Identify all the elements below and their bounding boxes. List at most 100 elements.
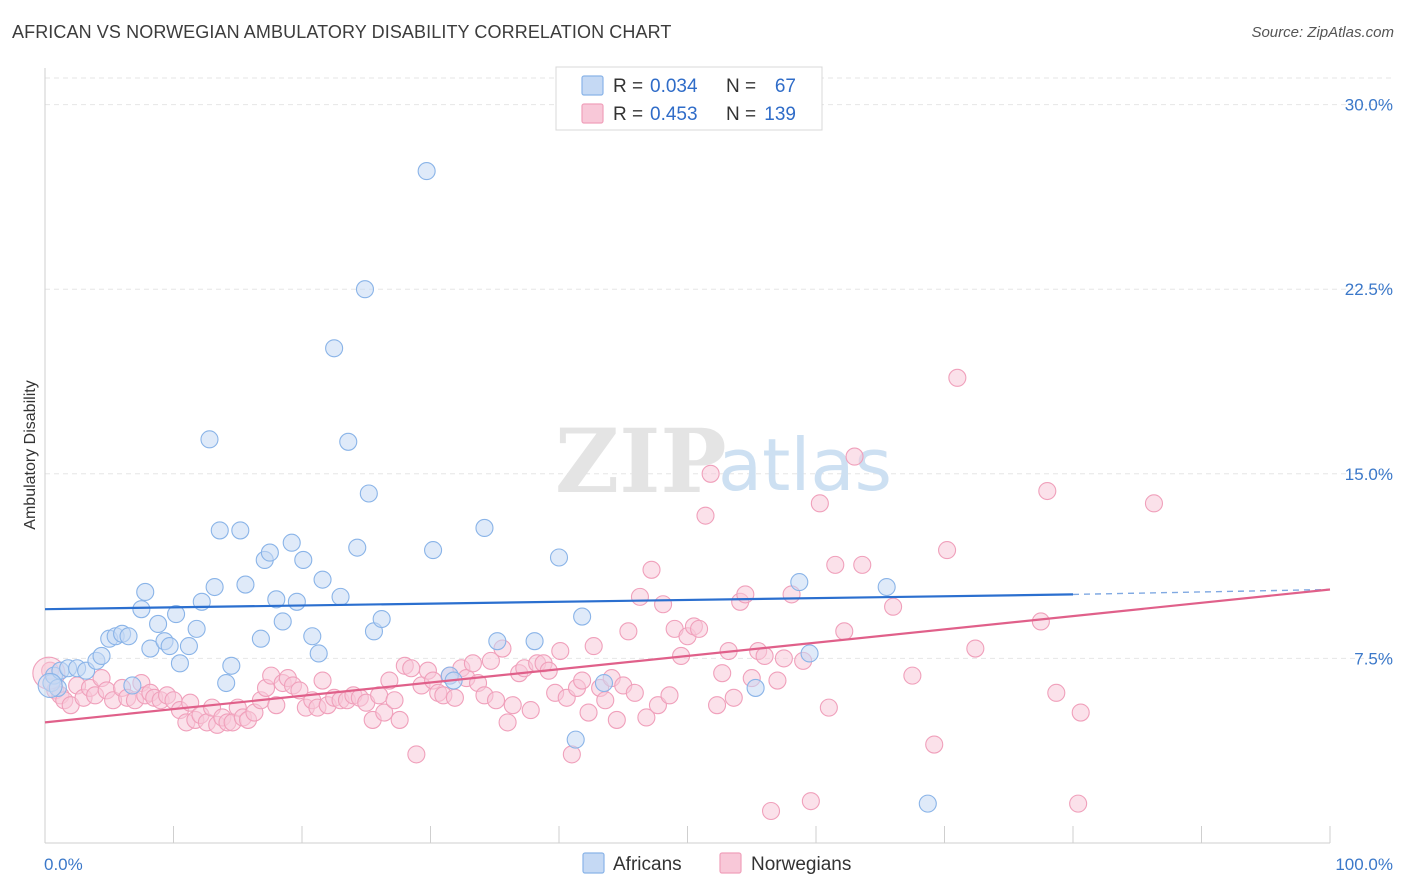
norwegians-point xyxy=(648,696,667,715)
norwegians-point xyxy=(498,713,517,732)
norwegians-point xyxy=(390,710,409,729)
legend-n-label-1: N = xyxy=(726,76,756,97)
africans-point xyxy=(187,619,206,638)
africans-point xyxy=(294,550,313,570)
norwegians-point xyxy=(596,691,615,710)
africans-trend-line xyxy=(44,593,1074,611)
africans-point xyxy=(132,600,151,619)
africans-point xyxy=(251,629,270,648)
x-tick-label-min: 0.0% xyxy=(44,855,83,874)
norwegians-point xyxy=(810,494,829,513)
norwegians-point xyxy=(407,745,426,764)
norwegians-point xyxy=(966,639,985,658)
africans-point xyxy=(167,605,186,624)
y-tick-label: 15.0% xyxy=(1345,465,1393,484)
norwegians-point xyxy=(701,464,720,483)
africans-point xyxy=(170,654,189,673)
norwegians-point xyxy=(573,671,592,690)
norwegians-point xyxy=(884,597,903,616)
africans-point xyxy=(594,673,614,693)
legend-n-value-1: 67 xyxy=(775,76,796,97)
africans-point xyxy=(355,280,375,299)
norwegians-point xyxy=(1069,794,1088,813)
norwegians-point xyxy=(654,595,673,614)
norwegians-point xyxy=(402,659,421,678)
norwegians-point xyxy=(835,622,854,641)
africans-point xyxy=(260,543,279,562)
x-ticks xyxy=(44,826,1331,843)
africans-point xyxy=(348,538,367,557)
norwegians-point xyxy=(619,622,638,641)
africans-points xyxy=(37,162,937,813)
africans-point xyxy=(210,521,229,540)
bottom-legend-label-norwegians: Norwegians xyxy=(751,854,851,875)
x-tick-label-max: 100.0% xyxy=(1335,855,1393,874)
norwegians-point xyxy=(1038,481,1057,501)
norwegians-point xyxy=(1047,683,1066,702)
africans-point xyxy=(222,656,241,675)
africans-point xyxy=(325,339,344,358)
africans-point xyxy=(475,518,494,538)
norwegians-point xyxy=(521,701,540,720)
africans-point xyxy=(160,637,179,656)
africans-point xyxy=(309,644,328,663)
watermark-zip: ZIP xyxy=(555,409,727,513)
africans-point xyxy=(488,632,507,651)
africans-point xyxy=(179,637,198,656)
trend-lines xyxy=(44,588,1331,724)
y-axis-title: Ambulatory Disability xyxy=(22,380,39,529)
norwegians-point xyxy=(736,585,755,604)
y-tick-label: 30.0% xyxy=(1345,96,1393,115)
africans-point xyxy=(303,627,322,646)
gridlines xyxy=(45,77,1393,659)
watermark: ZIP atlas xyxy=(555,409,892,513)
norwegians-trend-line xyxy=(44,588,1331,724)
legend-n-label-2: N = xyxy=(726,104,756,125)
norwegians-point xyxy=(313,671,332,690)
norwegians-point xyxy=(853,555,872,574)
y-tick-label: 7.5% xyxy=(1354,649,1393,668)
y-tick-labels: 7.5% 15.0% 22.5% 30.0% xyxy=(1345,96,1393,669)
norwegians-point xyxy=(637,708,656,727)
norwegians-point xyxy=(445,688,464,707)
norwegians-point xyxy=(845,447,864,466)
africans-point xyxy=(525,632,544,651)
legend-swatch-norwegians xyxy=(581,103,604,124)
africans-point xyxy=(267,590,286,609)
norwegians-point xyxy=(625,683,644,702)
norwegians-point xyxy=(630,587,650,606)
africans-point xyxy=(200,430,219,449)
legend-r-value-1: 0.034 xyxy=(650,76,698,97)
norwegians-point xyxy=(463,654,482,673)
norwegians-point xyxy=(819,698,838,717)
africans-point xyxy=(746,678,765,697)
africans-point xyxy=(339,432,358,451)
legend-box: R = 0.034 N = 67 R = 0.453 N = 139 xyxy=(555,66,823,131)
africans-trend-extension xyxy=(1072,588,1331,596)
legend-n-value-2: 139 xyxy=(764,104,796,125)
norwegians-point xyxy=(925,735,944,754)
norwegians-point xyxy=(584,637,603,656)
norwegians-point xyxy=(903,666,922,685)
legend-r-value-2: 0.453 xyxy=(650,104,698,125)
norwegians-point xyxy=(267,696,286,715)
africans-point xyxy=(149,614,168,633)
norwegians-point xyxy=(486,691,506,710)
norwegians-point xyxy=(801,792,820,811)
norwegians-point xyxy=(642,560,661,579)
norwegians-point xyxy=(579,703,598,722)
norwegians-point xyxy=(755,646,774,665)
bottom-legend-swatch-norwegians xyxy=(719,852,742,874)
bottom-legend-swatch-africans xyxy=(582,852,605,874)
source-label: Source: ZipAtlas.com xyxy=(1251,24,1394,41)
norwegians-point xyxy=(562,745,581,764)
africans-point xyxy=(217,673,236,693)
norwegians-point xyxy=(380,671,399,690)
norwegians-point xyxy=(1031,612,1050,631)
africans-point xyxy=(141,639,160,658)
norwegians-point xyxy=(481,651,500,670)
africans-point xyxy=(573,607,592,626)
norwegians-point xyxy=(948,368,967,387)
norwegians-point xyxy=(660,686,679,705)
